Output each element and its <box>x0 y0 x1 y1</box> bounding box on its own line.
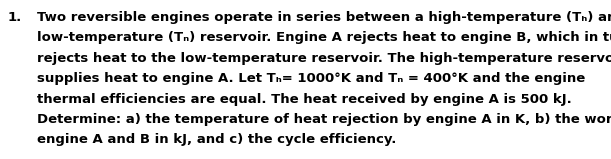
Text: low-temperature (Tₙ) reservoir. Engine A rejects heat to engine B, which in turn: low-temperature (Tₙ) reservoir. Engine A… <box>37 31 611 45</box>
Text: rejects heat to the low-temperature reservoir. The high-temperature reservoir: rejects heat to the low-temperature rese… <box>37 52 611 65</box>
Text: engine A and B in kJ, and c) the cycle efficiency.: engine A and B in kJ, and c) the cycle e… <box>37 133 397 146</box>
Text: thermal efficiencies are equal. The heat received by engine A is 500 kJ.: thermal efficiencies are equal. The heat… <box>37 93 572 106</box>
Text: Two reversible engines operate in series between a high-temperature (Tₕ) and a: Two reversible engines operate in series… <box>37 11 611 24</box>
Text: 1.: 1. <box>8 11 22 24</box>
Text: supplies heat to engine A. Let Tₕ= 1000°K and Tₙ = 400°K and the engine: supplies heat to engine A. Let Tₕ= 1000°… <box>37 72 586 85</box>
Text: Determine: a) the temperature of heat rejection by engine A in K, b) the work of: Determine: a) the temperature of heat re… <box>37 113 611 126</box>
